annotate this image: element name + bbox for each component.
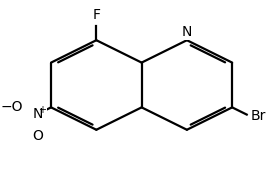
Text: N: N bbox=[182, 25, 192, 39]
Text: Br: Br bbox=[251, 109, 266, 123]
Text: N: N bbox=[33, 107, 43, 121]
Text: O: O bbox=[32, 129, 43, 143]
Text: F: F bbox=[92, 8, 100, 22]
Text: +: + bbox=[38, 105, 46, 115]
Text: −O: −O bbox=[1, 100, 23, 114]
